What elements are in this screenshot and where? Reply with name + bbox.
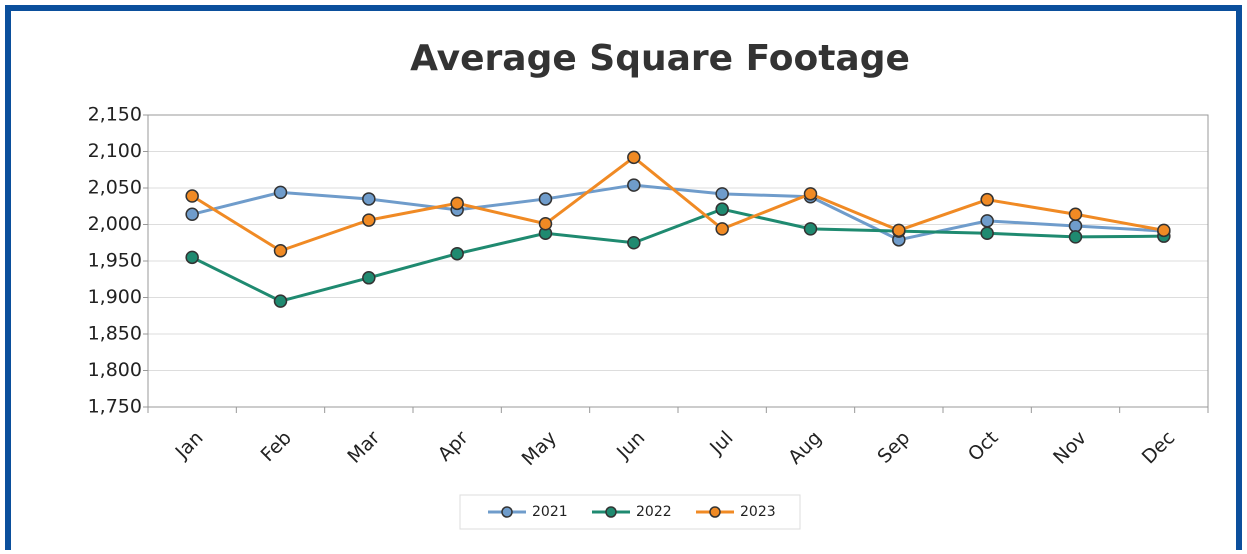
point [273, 294, 288, 308]
legend-label: 2021 [532, 504, 568, 520]
point [538, 192, 553, 206]
y-tick-label: 1,950 [88, 250, 142, 272]
point [1068, 230, 1083, 244]
series-line [191, 183, 1164, 242]
legend-label: 2022 [636, 504, 672, 520]
point [980, 214, 994, 228]
y-tick-label: 1,850 [88, 323, 142, 345]
y-tick-label: 2,100 [88, 140, 142, 162]
series-line [191, 207, 1164, 303]
point [892, 223, 906, 238]
point [715, 202, 729, 216]
point [362, 271, 376, 285]
point [538, 217, 553, 231]
y-tick-label: 1,800 [88, 359, 142, 381]
legend-marker [501, 506, 513, 518]
point [273, 185, 288, 200]
x-tick-label: Dec [1138, 427, 1180, 469]
y-tick-label: 1,900 [88, 286, 142, 308]
point [185, 250, 199, 265]
legend-marker [709, 506, 721, 518]
x-tick-label: Mar [343, 427, 384, 468]
x-tick-label: Jul [705, 427, 737, 459]
point [803, 222, 818, 236]
x-tick-label: Nov [1049, 427, 1091, 469]
point [185, 207, 199, 222]
point [715, 222, 729, 236]
x-tick-label: Jun [612, 427, 649, 464]
x-tick-label: Apr [434, 427, 473, 466]
point [1068, 207, 1083, 222]
y-tick-label: 2,000 [88, 213, 142, 235]
point [627, 178, 641, 192]
y-tick-label: 2,150 [88, 104, 142, 126]
grid [148, 114, 1208, 408]
x-tick-label: Sep [873, 427, 914, 468]
point [185, 189, 199, 203]
y-tick-label: 1,750 [88, 396, 142, 418]
point [980, 226, 994, 241]
point [450, 246, 464, 261]
x-tick-label: Oct [964, 427, 1003, 466]
frame [5, 5, 1242, 554]
point [715, 187, 729, 201]
x-tick-label: Jan [171, 427, 208, 464]
point [627, 236, 641, 250]
chart-title: Average Square Footage [410, 38, 910, 79]
point [980, 192, 994, 207]
point [627, 150, 641, 165]
x-tick-label: Feb [257, 427, 296, 466]
x-tick-label: Aug [784, 427, 826, 469]
point [1157, 223, 1171, 238]
x-tick-label: May [518, 427, 561, 470]
legend-marker [605, 506, 617, 518]
point [362, 192, 376, 206]
point [803, 187, 818, 201]
point [273, 244, 288, 258]
point [362, 213, 376, 227]
y-tick-label: 2,050 [88, 177, 142, 199]
series-line [191, 155, 1165, 253]
legend-label: 2023 [740, 504, 776, 520]
point [450, 196, 464, 211]
